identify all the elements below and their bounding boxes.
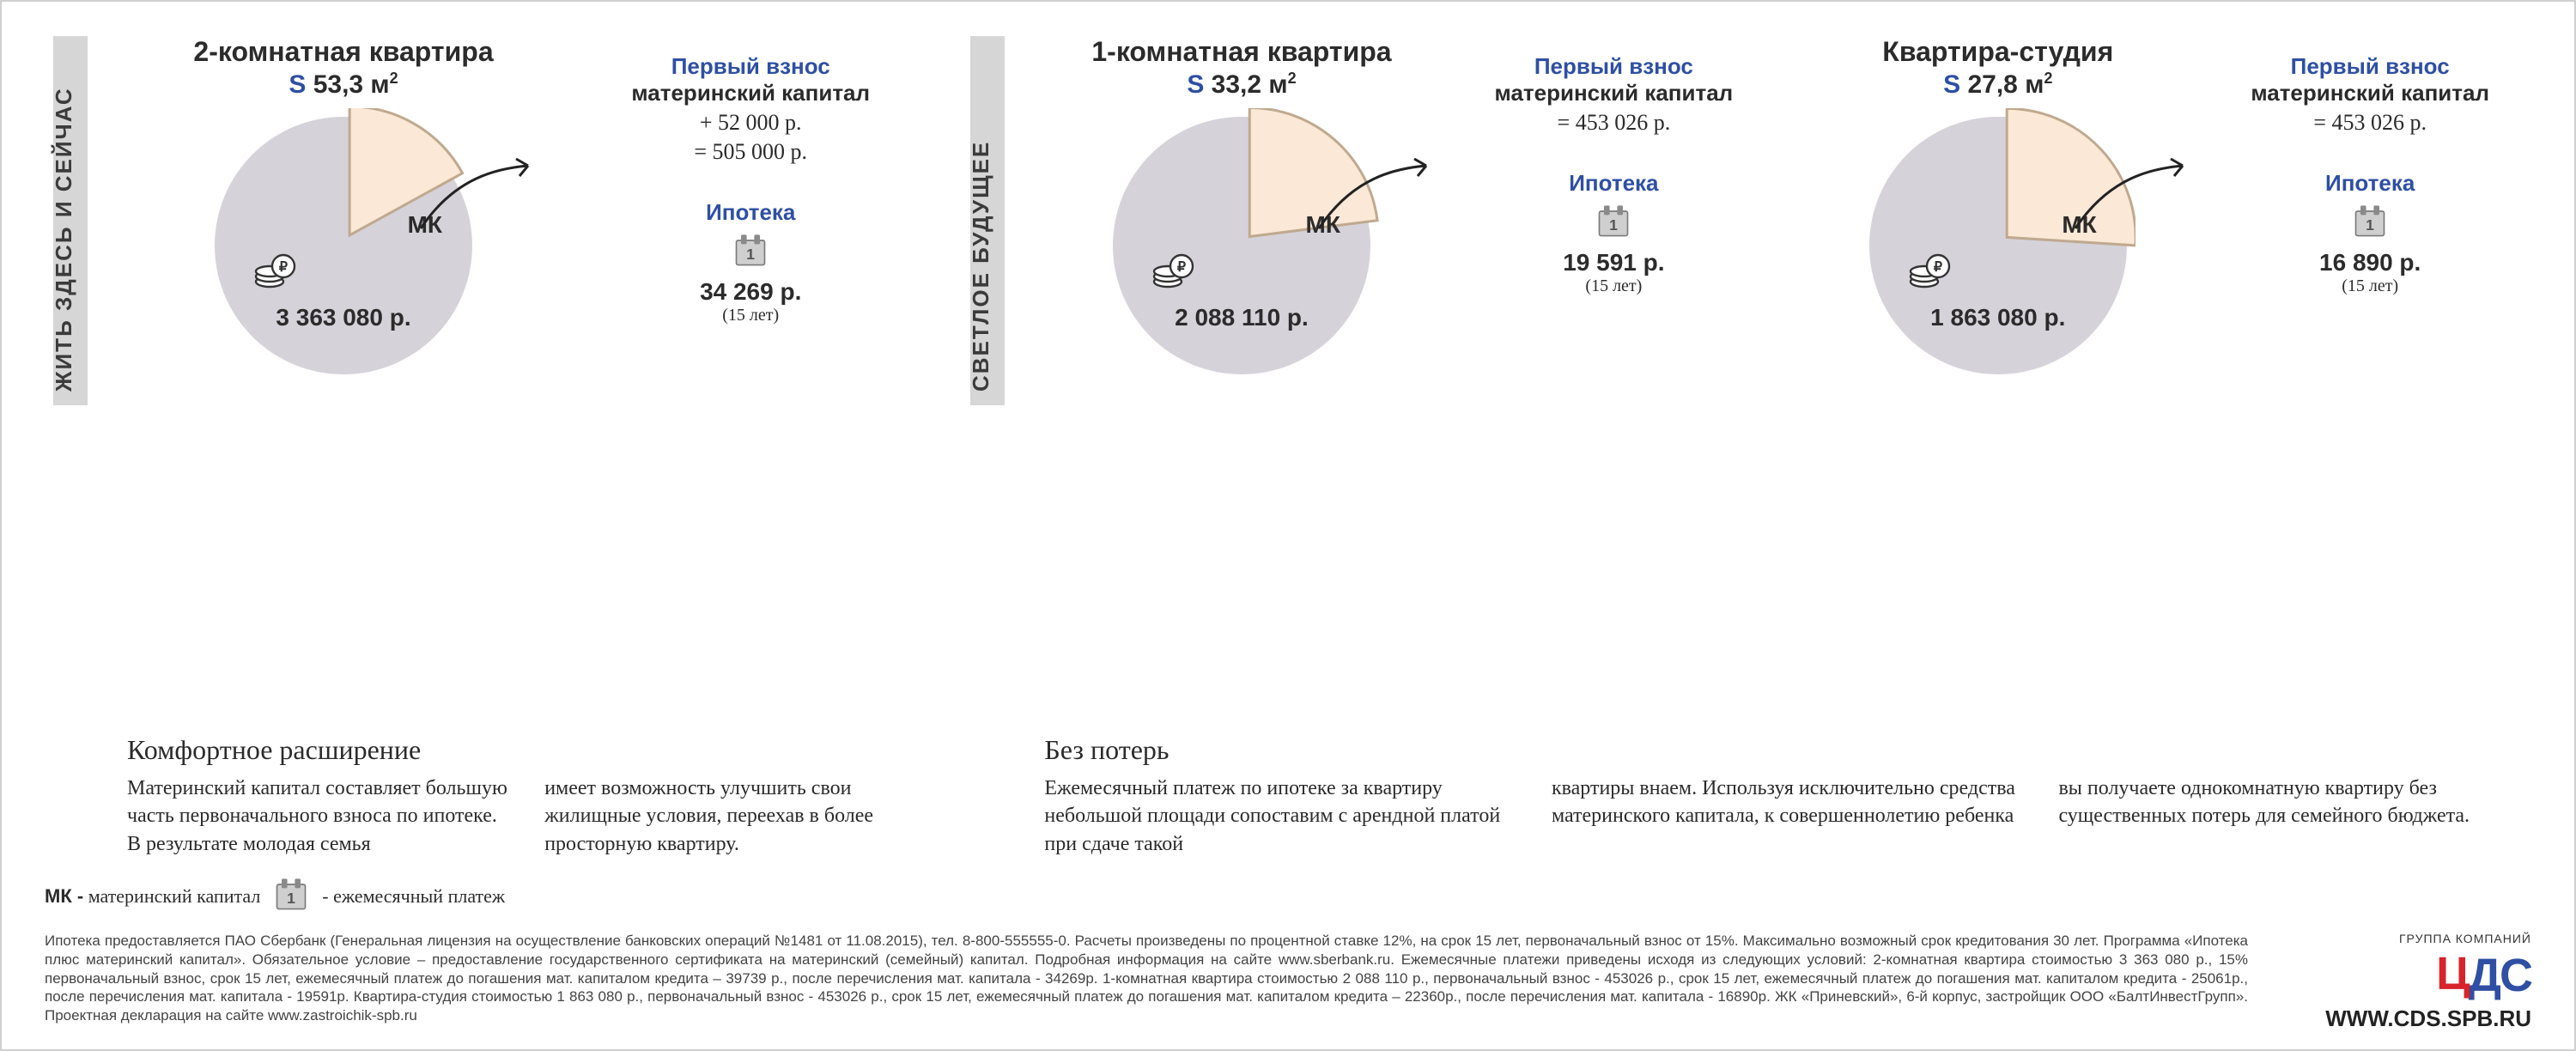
mortgage-block: Ипотека 1 16 890 р. (15 лет) <box>2208 170 2531 296</box>
matkap-heading: материнский капитал <box>1453 80 1776 106</box>
story-paragraph: квартиры внаем. Используя исключительно … <box>1552 775 2025 858</box>
monthly-payment: 34 269 р. <box>574 278 927 306</box>
brand-logo-red: Ц <box>2436 947 2468 1000</box>
first-payment-line: = 505 000 р. <box>574 139 927 165</box>
mortgage-block: Ипотека 1 19 591 р. (15 лет) <box>1453 170 1776 296</box>
monthly-payment: 16 890 р. <box>2208 249 2531 276</box>
infographic-page: ЖИТЬ ЗДЕСЬ И СЕЙЧАС 2-комнатная квартира… <box>0 0 2576 1051</box>
first-payment-heading: Первый взнос <box>1453 53 1776 80</box>
fineprint-text: Ипотека предоставляется ПАО Сбербанк (Ге… <box>45 932 2248 1032</box>
svg-text:СВЕТЛОЕ БУДУЩЕЕ: СВЕТЛОЕ БУДУЩЕЕ <box>968 141 993 392</box>
panel-right: 1-комнатная квартира S 33,2 м2 МК ₽ 2 08… <box>1044 36 2531 858</box>
pie-chart: МК ₽ 2 088 110 р. <box>1104 108 1379 383</box>
legend-cal-text: - ежемесячный платеж <box>322 885 505 908</box>
svg-text:1: 1 <box>287 890 295 907</box>
pie-chart: МК ₽ 3 363 080 р. <box>206 108 481 383</box>
first-payment-heading: Первый взнос <box>2208 53 2531 80</box>
story-title: Комфортное расширение <box>127 734 927 766</box>
brand-logo: ЦДС <box>2436 949 2531 1002</box>
matkap-heading: материнский капитал <box>2208 80 2531 106</box>
charts-row: 2-комнатная квартира S 53,3 м2 МК ₽ 3 36… <box>127 36 927 714</box>
mortgage-heading: Ипотека <box>2208 170 2531 197</box>
chart-block: Квартира-студия S 27,8 м2 МК ₽ 1 863 080… <box>1801 36 2531 714</box>
ribbon-label: ЖИТЬ ЗДЕСЬ И СЕЙЧАС <box>45 36 93 858</box>
svg-text:1: 1 <box>746 246 755 263</box>
story-paragraph: Ежемесячный платеж по ипо­теке за кварти… <box>1044 775 1517 858</box>
story-columns: Ежемесячный платеж по ипо­теке за кварти… <box>1044 775 2531 858</box>
panels-row: ЖИТЬ ЗДЕСЬ И СЕЙЧАС 2-комнатная квартира… <box>45 36 2531 858</box>
brand-url: WWW.CDS.SPB.RU <box>2325 1005 2531 1032</box>
svg-text:1: 1 <box>2366 216 2374 234</box>
monthly-payment: 19 591 р. <box>1453 249 1776 276</box>
first-payment-line: = 453 026 р. <box>2208 110 2531 136</box>
chart-block: 1-комнатная квартира S 33,2 м2 МК ₽ 2 08… <box>1044 36 1775 714</box>
calendar-icon: 1 <box>272 875 310 918</box>
brand-logo-blue: ДС <box>2469 950 2531 1001</box>
side-column: Первый взнос материнский капитал = 453 0… <box>1453 36 1776 714</box>
mortgage-heading: Ипотека <box>1453 170 1776 197</box>
apartment-title: 2-комнатная квартира <box>193 36 493 68</box>
calendar-icon: 1 <box>1595 202 1632 244</box>
first-payment-line: + 52 000 р. <box>574 110 927 136</box>
payment-term: (15 лет) <box>2208 276 2531 296</box>
story-block: Комфортное расширение Материнский капита… <box>127 734 927 858</box>
panel-left: 2-комнатная квартира S 53,3 м2 МК ₽ 3 36… <box>127 36 927 858</box>
pie-column: Квартира-студия S 27,8 м2 МК ₽ 1 863 080… <box>1801 36 2195 714</box>
payment-term: (15 лет) <box>574 306 927 325</box>
apartment-area: S 33,2 м2 <box>1187 70 1296 100</box>
story-columns: Материнский капитал состав­ляет большую … <box>127 775 927 858</box>
chart-block: 2-комнатная квартира S 53,3 м2 МК ₽ 3 36… <box>127 36 927 714</box>
story-title: Без потерь <box>1044 734 2531 766</box>
apartment-title: Квартира-студия <box>1882 36 2113 68</box>
story-paragraph: Материнский капитал состав­ляет большую … <box>127 775 510 858</box>
first-payment-line: = 453 026 р. <box>1453 110 1776 136</box>
charts-row: 1-комнатная квартира S 33,2 м2 МК ₽ 2 08… <box>1044 36 2531 714</box>
calendar-icon: 1 <box>732 231 769 273</box>
payment-term: (15 лет) <box>1453 276 1776 296</box>
pie-column: 2-комнатная квартира S 53,3 м2 МК ₽ 3 36… <box>127 36 560 714</box>
story-block: Без потерь Ежемесячный платеж по ипо­тек… <box>1044 734 2531 858</box>
pie-column: 1-комнатная квартира S 33,2 м2 МК ₽ 2 08… <box>1044 36 1438 714</box>
story-paragraph: имеет возможность улучшить свои жилищные… <box>544 775 927 858</box>
pie-chart: МК ₽ 1 863 080 р. <box>1861 108 2136 383</box>
side-column: Первый взнос материнский капитал = 453 0… <box>2208 36 2531 714</box>
side-column: Первый взнос материнский капитал + 52 00… <box>574 36 927 714</box>
mortgage-block: Ипотека 1 34 269 р. (15 лет) <box>574 199 927 325</box>
svg-text:1: 1 <box>1609 216 1618 234</box>
calendar-icon: 1 <box>2351 202 2389 244</box>
story-paragraph: вы получаете однокомнат­ную квартиру без… <box>2058 775 2531 858</box>
ribbon-label: СВЕТЛОЕ БУДУЩЕЕ <box>962 36 1010 858</box>
svg-text:ЖИТЬ ЗДЕСЬ И СЕЙЧАС: ЖИТЬ ЗДЕСЬ И СЕЙЧАС <box>51 87 76 392</box>
mortgage-heading: Ипотека <box>574 199 927 226</box>
legend-mk-bold: МК - <box>45 885 83 907</box>
first-payment-heading: Первый взнос <box>574 53 927 80</box>
legend: МК - материнский капитал 1 - ежемесячный… <box>45 870 2531 923</box>
apartment-area: S 27,8 м2 <box>1943 70 2052 100</box>
brand-top: ГРУППА КОМПАНИЙ <box>2399 932 2531 945</box>
fineprint-row: Ипотека предоставляется ПАО Сбербанк (Ге… <box>45 932 2531 1032</box>
apartment-area: S 53,3 м2 <box>289 70 398 100</box>
apartment-title: 1-комнатная квартира <box>1091 36 1391 68</box>
brand-block: ГРУППА КОМПАНИЙ ЦДС WWW.CDS.SPB.RU <box>2274 932 2531 1032</box>
legend-mk-text: материнский капитал <box>88 885 261 907</box>
matkap-heading: материнский капитал <box>574 80 927 106</box>
